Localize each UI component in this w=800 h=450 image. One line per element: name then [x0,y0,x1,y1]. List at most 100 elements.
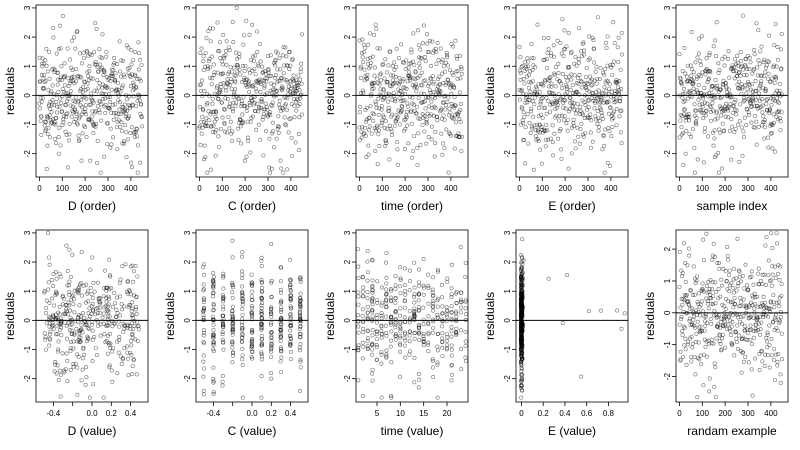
data-point [67,328,72,333]
data-point [559,156,564,161]
data-point [560,17,565,22]
data-point [727,326,732,331]
data-point [549,81,554,86]
data-point [88,158,93,163]
data-point [131,357,136,362]
data-point [379,335,384,340]
data-point [86,299,91,304]
data-point [454,330,459,335]
data-point [230,285,235,290]
data-point [52,103,57,108]
data-point [131,80,136,85]
data-point [41,86,46,91]
data-point [230,290,235,295]
data-point [384,330,389,335]
data-point [535,22,540,27]
data-point [447,106,452,111]
data-point [778,380,783,385]
data-point [576,57,581,62]
data-point [763,88,768,93]
data-point [101,73,106,78]
data-point [767,33,772,38]
y-tick-label: 2 [23,34,32,39]
data-point [201,297,206,302]
data-point [270,129,275,134]
data-point [382,126,387,131]
data-point [772,43,777,48]
data-point [393,99,398,104]
x-tick-label: 100 [536,184,550,193]
data-point [246,79,251,84]
data-point [421,338,426,343]
data-point [134,372,139,377]
data-point [440,152,445,157]
data-point [269,166,274,171]
data-point [265,76,270,81]
data-point [441,141,446,146]
data-point [760,272,765,277]
data-point [457,90,462,95]
data-point [83,382,88,387]
data-point [72,297,77,302]
data-point [754,21,759,26]
data-point [780,92,785,97]
data-point [750,303,755,308]
data-point [376,132,381,137]
data-point [67,289,72,294]
data-point [706,76,711,81]
data-point [426,84,431,89]
data-point [105,85,110,90]
data-point [356,378,361,383]
data-point [520,356,525,361]
data-point [375,298,380,303]
data-point [520,118,525,123]
data-point [426,49,431,54]
data-point [565,128,570,133]
data-point [94,353,99,358]
x-tick-label: 0 [197,184,202,193]
data-point [64,243,69,248]
data-point [425,111,430,116]
data-point [678,357,683,362]
data-point [445,332,450,337]
data-point [257,105,262,110]
data-point [279,166,284,171]
data-point [776,352,781,357]
data-point [84,282,89,287]
data-point [779,293,784,298]
data-point [118,313,123,318]
data-point [53,269,58,274]
y-tick-label: -2 [503,375,512,383]
data-point [435,304,440,309]
data-point [534,84,539,89]
data-point [708,70,713,75]
y-axis-label: residuals [643,67,657,115]
data-point [678,349,683,354]
data-point [746,316,751,321]
data-point [289,153,294,158]
data-point [371,118,376,123]
data-point [133,74,138,79]
data-point [360,37,365,42]
data-point [383,118,388,123]
data-point [120,357,125,362]
data-point [409,50,414,55]
data-point [753,356,758,361]
x-tick-label: 100 [696,184,710,193]
data-point [769,353,774,358]
data-point [740,273,745,278]
data-point [683,336,688,341]
data-point [440,304,445,309]
data-point [748,300,753,305]
data-point [735,323,740,328]
data-point [548,75,553,80]
data-point [751,282,756,287]
data-point [767,343,772,348]
data-point [726,49,731,54]
data-point [429,124,434,129]
data-point [745,337,750,342]
data-point [683,347,688,352]
data-point [128,131,133,136]
data-point [449,310,454,315]
data-point [779,31,784,36]
